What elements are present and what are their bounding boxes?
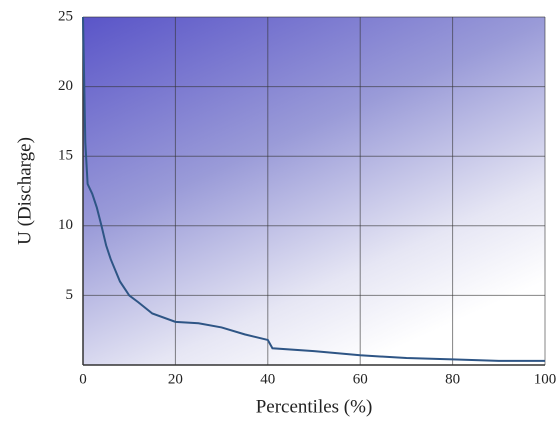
- plot: 5 10 15 20 25 0 20 40 60 80 100: [58, 8, 556, 387]
- plot-area: [83, 17, 545, 365]
- x-tick-label: 100: [534, 371, 557, 387]
- y-tick-label: 10: [58, 217, 73, 233]
- x-tick-label: 40: [260, 371, 275, 387]
- x-axis-title: Percentiles (%): [256, 396, 373, 417]
- x-tick-label: 60: [353, 371, 368, 387]
- x-tick-label: 0: [79, 371, 87, 387]
- y-tick-label: 25: [58, 8, 73, 24]
- x-tick-label: 20: [168, 371, 183, 387]
- y-tick-label: 20: [58, 78, 73, 94]
- x-tick-label: 80: [445, 371, 460, 387]
- y-tick-label: 5: [66, 287, 74, 303]
- data-line: [82, 16, 545, 362]
- y-tick-label: 15: [58, 148, 73, 164]
- y-axis-title: U (Discharge): [14, 137, 35, 245]
